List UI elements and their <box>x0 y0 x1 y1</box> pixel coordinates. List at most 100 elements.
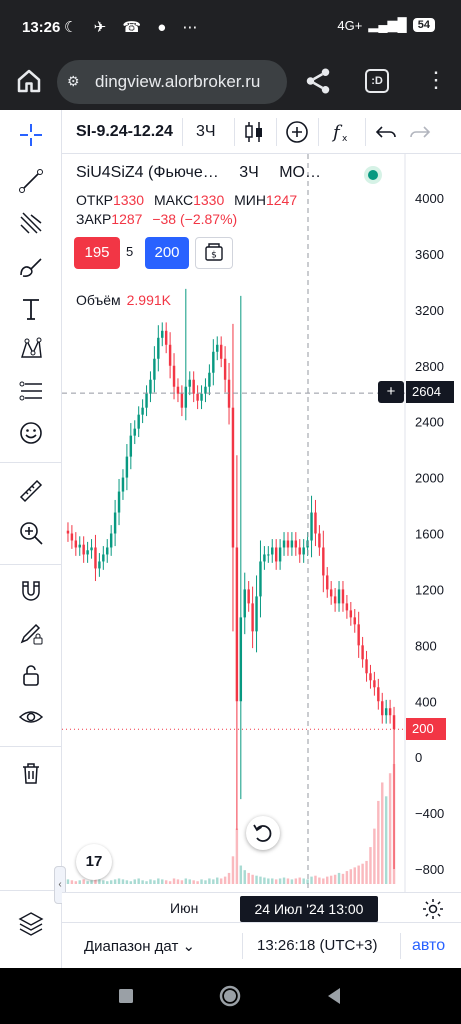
signal-icon: ▂▄▆█ <box>368 17 407 32</box>
volume-bar <box>196 881 199 884</box>
volume-bar <box>145 881 148 884</box>
toolbar-divider <box>0 890 62 891</box>
home-icon[interactable] <box>14 66 44 96</box>
candle-body <box>365 659 368 674</box>
market-status-icon[interactable] <box>364 166 382 184</box>
volume-bar <box>263 877 266 884</box>
brush-tool-icon[interactable] <box>12 250 50 284</box>
add-indicator-icon[interactable] <box>283 118 311 146</box>
trash-tool-icon[interactable] <box>12 756 50 790</box>
close-row: ЗАКР1287 −38 (−2.87%) <box>76 211 243 227</box>
volume-bar <box>102 880 105 884</box>
volume-bar <box>161 879 164 884</box>
recents-icon[interactable] <box>114 984 138 1008</box>
volume-bar <box>125 880 129 884</box>
candle-body <box>235 547 239 702</box>
back-icon[interactable] <box>322 984 346 1008</box>
settings-gear-icon[interactable] <box>421 897 445 921</box>
candle-body <box>318 533 321 548</box>
candle-body <box>109 533 113 548</box>
volume-bar <box>349 869 353 884</box>
volume-bar <box>322 878 325 884</box>
magnet-tool-icon[interactable] <box>12 574 50 608</box>
price-tick-label: 1200 <box>415 582 444 597</box>
candle-body <box>392 715 396 730</box>
volume-bar <box>113 879 117 884</box>
volume-bar <box>200 879 203 884</box>
volume-bar <box>117 878 121 884</box>
hide-drawings-tool-icon[interactable] <box>12 700 50 734</box>
price-tick-label: −800 <box>415 862 444 877</box>
interval-button[interactable]: 3Ч <box>196 123 216 140</box>
undo-icon[interactable] <box>372 118 400 146</box>
date-range-button[interactable]: Диапазон дат ⌄ <box>84 937 195 955</box>
candle-body <box>168 344 172 366</box>
zoom-in-tool-icon[interactable] <box>12 516 50 550</box>
candle-body <box>322 547 325 576</box>
buy-button[interactable]: 200 <box>145 237 189 269</box>
reset-chart-button[interactable] <box>246 816 280 850</box>
price-chart[interactable]: 400036003200280024002000160012008004000−… <box>62 154 461 892</box>
trade-panel-button[interactable]: $ <box>195 237 233 269</box>
price-tick-label: 4000 <box>415 191 444 206</box>
status-time: 13:26 <box>22 19 61 36</box>
text-tool-icon[interactable] <box>12 292 50 326</box>
toolbar-separator <box>318 118 319 146</box>
volume-bar <box>361 863 364 884</box>
candle-body <box>106 547 109 555</box>
lock-drawings-tool-icon[interactable] <box>12 616 50 650</box>
chart-pane[interactable]: 4000 3600 3200 2800 2400 2000 1600 1200 800 400 0−… <box>62 154 461 892</box>
candle-body <box>164 330 168 345</box>
home-nav-icon[interactable] <box>218 984 242 1008</box>
volume-bar <box>157 878 160 884</box>
browser-menu-icon[interactable]: ⋮ <box>425 67 447 92</box>
candle-body <box>212 351 215 373</box>
volume-bar <box>74 881 78 884</box>
pitchfork-tool-icon[interactable] <box>12 206 50 240</box>
fib-tool-icon[interactable] <box>12 374 50 408</box>
high-value: 1330 <box>193 192 225 208</box>
volume-bar <box>168 881 172 884</box>
candle-body <box>161 330 164 338</box>
site-settings-icon[interactable]: ⚙ <box>67 73 80 89</box>
volume-bar <box>66 879 70 884</box>
bottom-separator <box>242 933 243 959</box>
spread-value: 5 <box>126 244 134 259</box>
candle-body <box>188 379 191 387</box>
redo-icon[interactable] <box>406 118 434 146</box>
symbol-search-button[interactable]: SI-9.24-12.24 <box>76 123 173 140</box>
candle-body <box>377 687 380 702</box>
object-tree-tool-icon[interactable] <box>12 906 50 940</box>
volume-bar <box>306 879 309 884</box>
clock-timezone-button[interactable]: 13:26:18 (UTC+3) <box>257 937 378 954</box>
tab-switcher-button[interactable]: :D <box>365 69 389 93</box>
crosshair-tool-icon[interactable] <box>12 118 50 152</box>
pattern-tool-icon[interactable] <box>12 332 50 366</box>
time-axis[interactable]: Июн 24 Июл '24 13:00 <box>62 892 461 922</box>
candle-body <box>278 547 282 562</box>
url-field[interactable]: ⚙ dingview.alorbroker.ru <box>57 60 287 104</box>
money-icon: $ <box>205 243 223 261</box>
ohlc-row: ОТКР1330 МАКС1330 МИН1247 <box>76 192 303 208</box>
volume-bar <box>188 879 191 884</box>
crosshair-add-button[interactable]: + <box>378 381 404 403</box>
sell-button[interactable]: 195 <box>74 237 120 269</box>
ruler-tool-icon[interactable] <box>12 474 50 508</box>
toolbar-divider <box>0 564 62 565</box>
unlock-tool-icon[interactable] <box>12 658 50 692</box>
auto-scale-button[interactable]: авто <box>412 937 446 954</box>
emoji-tool-icon[interactable] <box>12 416 50 450</box>
volume-bar <box>82 879 85 884</box>
status-bar: 13:26 ☾ ✈ ☎ ● ⋯ 4G+ ▂▄▆█ 54 <box>0 0 461 56</box>
share-icon[interactable] <box>303 66 333 96</box>
candles-icon[interactable] <box>240 118 268 146</box>
tradingview-logo[interactable]: 17 <box>76 844 112 880</box>
candle-body <box>247 589 250 604</box>
system-nav-bar <box>0 968 461 1024</box>
candle-body <box>329 589 333 597</box>
candle-body <box>137 414 140 429</box>
svg-text:x: x <box>342 134 348 144</box>
candle-body <box>176 386 180 394</box>
trend-line-tool-icon[interactable] <box>12 164 50 198</box>
